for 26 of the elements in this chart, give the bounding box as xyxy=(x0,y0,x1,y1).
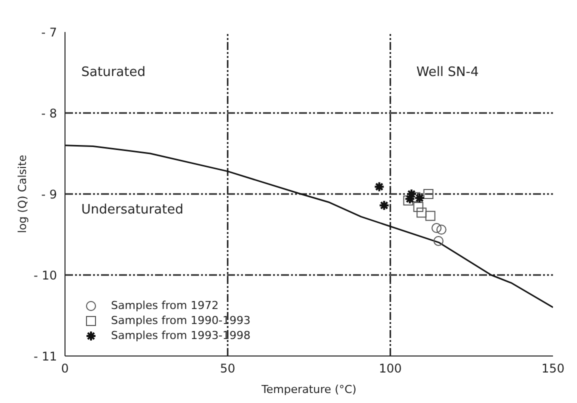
point xyxy=(374,181,385,192)
x-tick-label: 150 xyxy=(542,362,564,376)
y-tick-label: - 9 xyxy=(41,187,57,202)
legend-label: Samples from 1990-1993 xyxy=(111,314,251,327)
point xyxy=(436,224,446,235)
y-tick-label: - 11 xyxy=(34,349,57,364)
point xyxy=(414,192,426,204)
point xyxy=(432,223,442,234)
legend-label: Samples from 1972 xyxy=(111,299,219,312)
point xyxy=(413,202,424,212)
y-tick-label: - 10 xyxy=(34,268,57,282)
annotation: Undersaturated xyxy=(81,202,184,218)
x-tick-label: 100 xyxy=(378,362,402,376)
x-axis-title: Temperature (°C) xyxy=(260,383,356,396)
x-tick-label: 0 xyxy=(61,362,69,376)
point xyxy=(423,189,434,199)
x-tick-label: 50 xyxy=(220,362,236,376)
y-tick-label: - 7 xyxy=(41,25,57,40)
y-tick-label: - 8 xyxy=(41,106,57,120)
point xyxy=(378,200,390,211)
y-axis-title: log (Q) Calsite xyxy=(16,154,29,234)
annotation: Well SN-4 xyxy=(416,65,479,80)
point xyxy=(416,208,427,218)
point xyxy=(433,236,444,246)
point xyxy=(425,210,436,221)
annotation: Saturated xyxy=(81,65,146,80)
